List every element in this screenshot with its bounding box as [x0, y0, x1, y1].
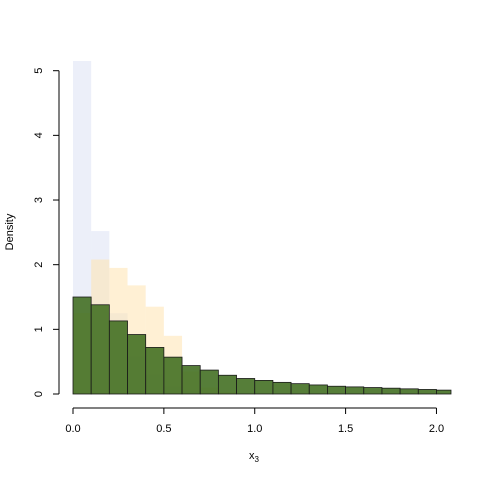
- histogram-bar: [145, 347, 165, 395]
- y-tick-label: 5: [33, 68, 45, 74]
- y-tick-label: 4: [33, 132, 45, 138]
- y-axis: 0 1 2 3 4 5: [33, 68, 60, 397]
- x-tick-label: 0.0: [65, 423, 80, 435]
- y-tick-label: 2: [33, 262, 45, 268]
- histogram-bar: [199, 369, 219, 395]
- histogram-bar: [181, 365, 201, 395]
- histogram-bar: [108, 320, 128, 395]
- x-tick-label: 0.5: [156, 423, 171, 435]
- histogram-bar: [399, 388, 419, 395]
- histogram-bar: [163, 356, 183, 395]
- y-axis-label: Density: [4, 213, 16, 250]
- histogram-bar: [363, 387, 383, 395]
- histogram-bars: [72, 61, 452, 395]
- x-axis: 0.0 0.5 1.0 1.5 2.0: [65, 407, 444, 435]
- histogram-bar: [308, 384, 328, 395]
- histogram-bar: [381, 387, 401, 395]
- x-tick-label: 2.0: [429, 423, 444, 435]
- histogram-series-3: [72, 296, 452, 395]
- histogram-bar: [127, 334, 147, 395]
- histogram-bar: [72, 296, 92, 395]
- histogram-bar: [436, 389, 452, 395]
- histogram-bar: [417, 389, 437, 395]
- histogram-bar: [272, 381, 292, 395]
- x-axis-label-main: x: [249, 450, 255, 462]
- histogram-bar: [290, 383, 310, 395]
- x-axis-label: x3: [249, 450, 260, 464]
- y-tick-label: 1: [33, 326, 45, 332]
- histogram-bar: [90, 304, 110, 395]
- histogram-bar: [254, 380, 274, 395]
- histogram-bar: [327, 385, 346, 395]
- x-tick-label: 1.5: [338, 423, 353, 435]
- histogram-bar: [345, 386, 365, 395]
- y-tick-label: 3: [33, 197, 45, 203]
- x-axis-label-subscript: 3: [255, 455, 260, 464]
- y-tick-label: 0: [33, 391, 45, 397]
- histogram-bar: [217, 374, 237, 395]
- x-tick-label: 1.0: [247, 423, 262, 435]
- histogram-bar: [236, 378, 256, 395]
